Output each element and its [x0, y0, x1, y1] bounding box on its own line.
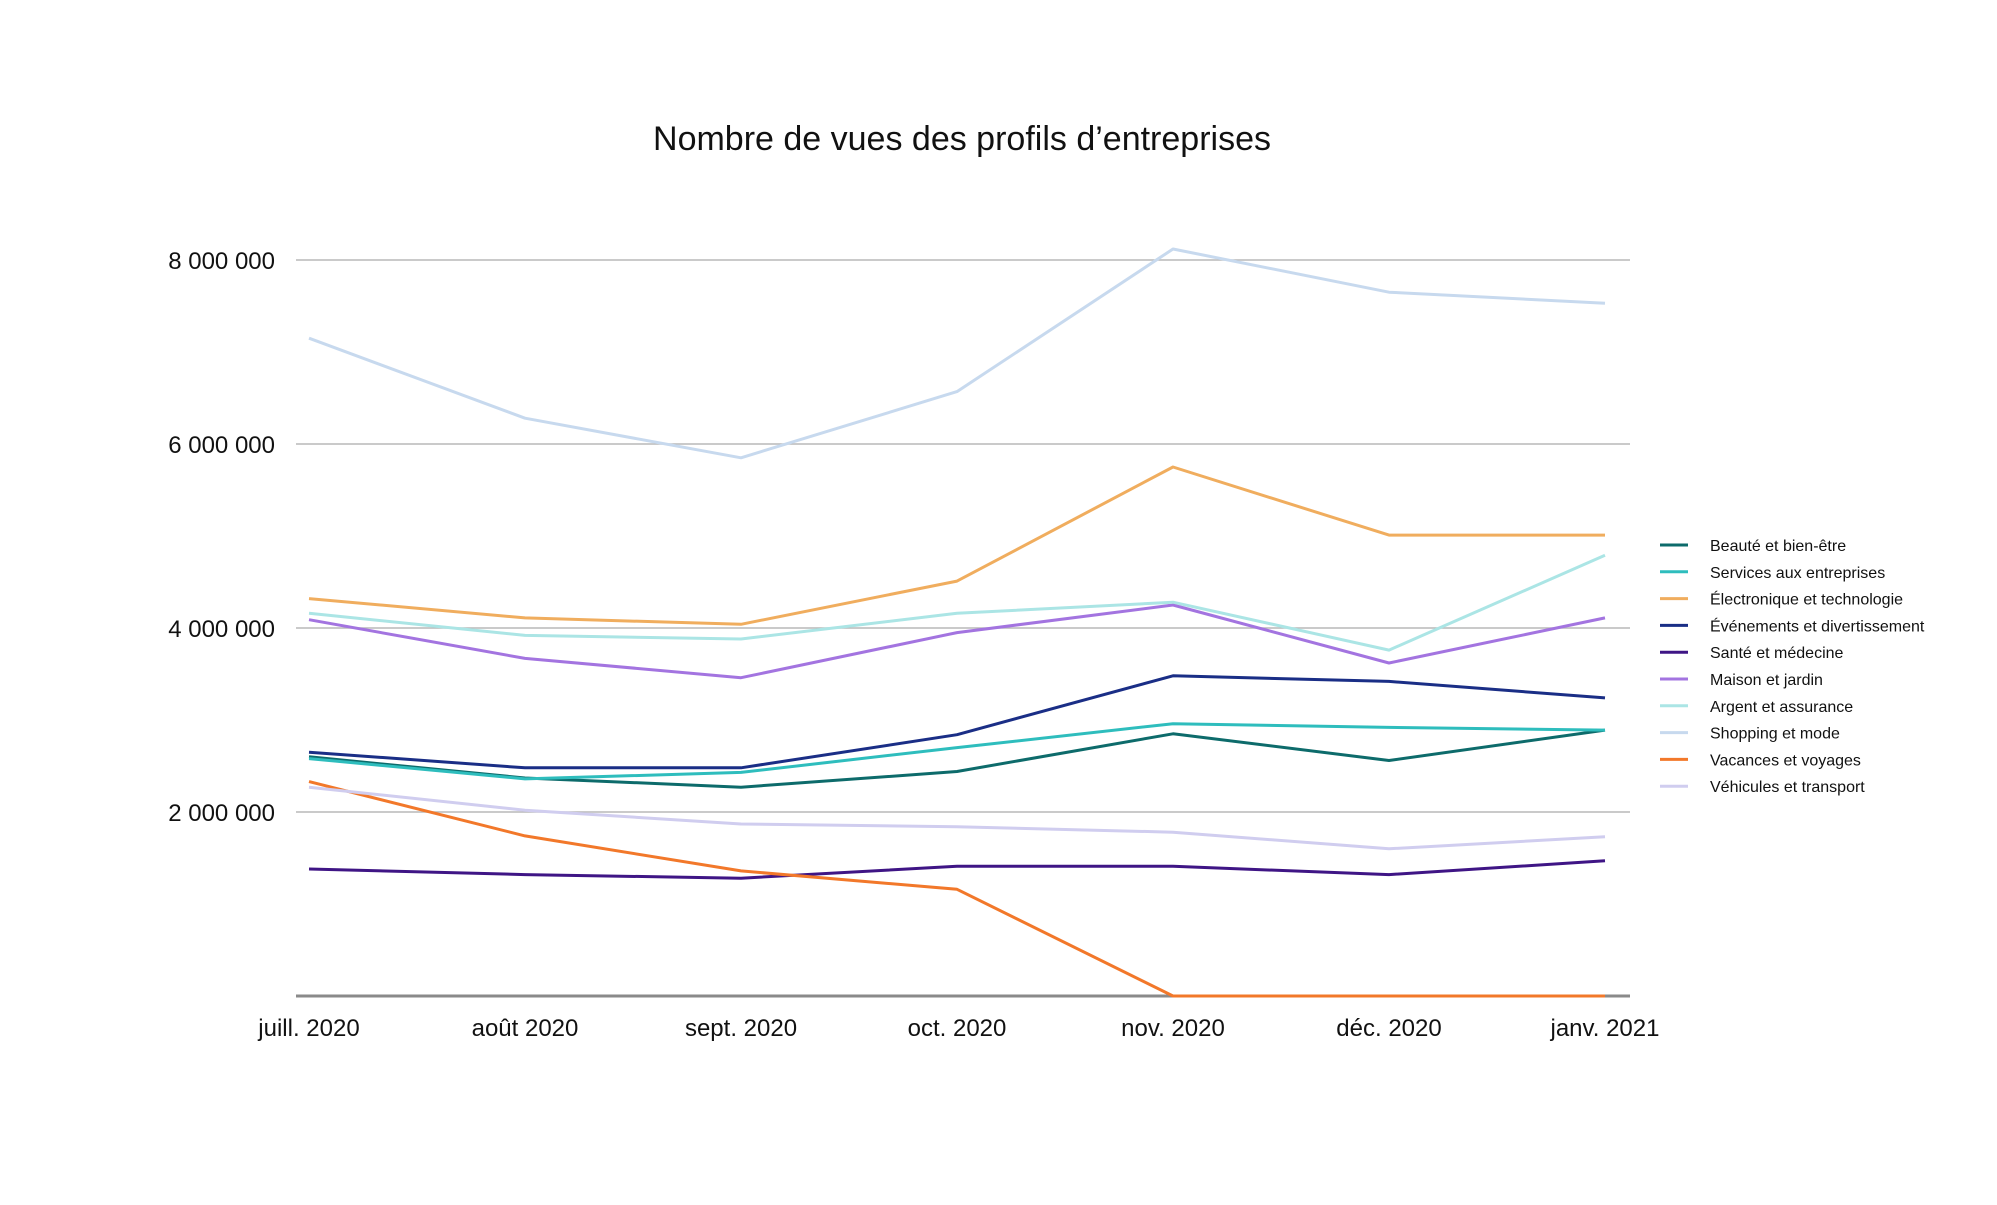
legend-label: Maison et jardin [1710, 672, 1823, 689]
series-line-4 [308, 674, 1606, 770]
legend-label: Vacances et voyages [1710, 752, 1861, 769]
grid-lines [296, 259, 1630, 813]
series-line-10 [308, 785, 1606, 851]
x-tick-label: nov. 2020 [1121, 1015, 1225, 1042]
legend-label: Argent et assurance [1710, 699, 1853, 716]
y-tick-label: 2 000 000 [168, 800, 275, 827]
x-tick-label: août 2020 [472, 1015, 579, 1042]
x-tick-label: oct. 2020 [908, 1015, 1007, 1042]
series-line-1 [308, 728, 1606, 789]
series-line-2 [308, 722, 1606, 781]
legend-label: Beauté et bien-être [1710, 538, 1846, 555]
chart-title: Nombre de vues des profils d’entreprises [653, 120, 1271, 158]
series-line-6 [308, 603, 1606, 680]
y-tick-label: 8 000 000 [168, 248, 275, 275]
legend-label: Événements et divertissement [1710, 616, 1925, 635]
series-line-7 [308, 553, 1606, 652]
x-tick-label: janv. 2021 [1550, 1015, 1660, 1042]
x-tick-label: déc. 2020 [1336, 1015, 1441, 1042]
series-lines [308, 247, 1606, 998]
legend: Beauté et bien-être Services aux entrepri… [1660, 538, 1925, 796]
legend-label: Santé et médecine [1710, 645, 1844, 662]
legend-label: Véhicules et transport [1710, 779, 1865, 796]
series-line-3 [308, 465, 1605, 626]
series-line-8 [308, 247, 1606, 460]
axes: 2 000 000 4 000 000 6 000 000 8 000 000 juil… [168, 248, 1659, 1042]
legend-label: Électronique et technologie [1710, 590, 1903, 609]
y-tick-label: 4 000 000 [168, 616, 275, 643]
y-tick-label: 6 000 000 [168, 432, 275, 459]
series-line-9 [308, 780, 1605, 998]
x-tick-label: sept. 2020 [685, 1015, 797, 1042]
series-line-5 [308, 859, 1606, 880]
legend-label: Services aux entreprises [1710, 565, 1885, 582]
legend-label: Shopping et mode [1710, 726, 1840, 743]
x-tick-label: juill. 2020 [257, 1015, 359, 1042]
